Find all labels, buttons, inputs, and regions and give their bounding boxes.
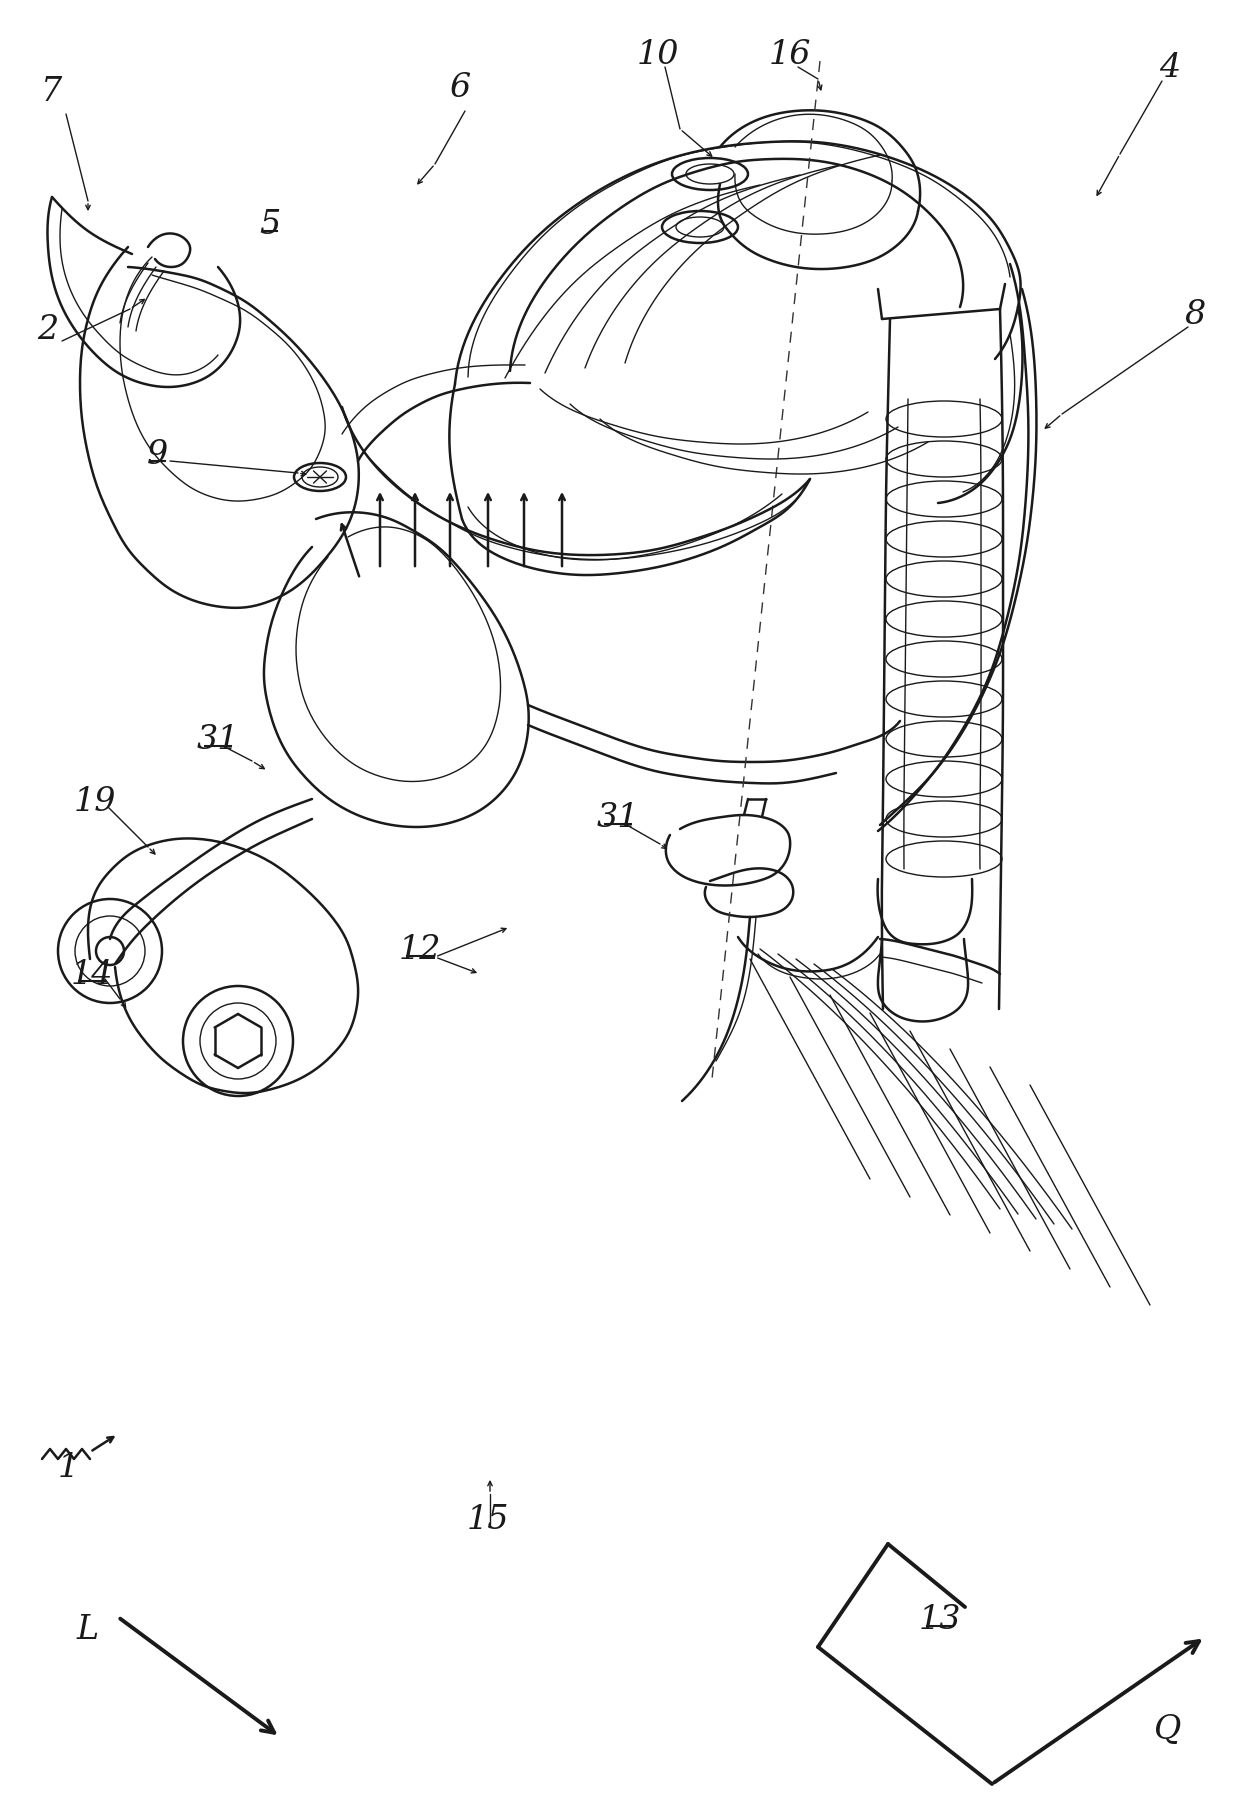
Text: 14: 14 — [71, 958, 113, 991]
Text: 19: 19 — [73, 785, 117, 818]
Text: 8: 8 — [1184, 300, 1205, 330]
Text: 2: 2 — [37, 314, 58, 347]
Text: L: L — [77, 1614, 99, 1644]
Text: 4: 4 — [1159, 52, 1180, 85]
Text: 5: 5 — [259, 209, 280, 240]
Text: 31: 31 — [197, 724, 239, 756]
Text: 15: 15 — [466, 1504, 510, 1534]
Text: 16: 16 — [769, 40, 811, 70]
Text: 1: 1 — [57, 1451, 78, 1484]
Text: Q: Q — [1154, 1713, 1182, 1745]
Text: 12: 12 — [399, 933, 441, 966]
Text: 6: 6 — [449, 72, 471, 105]
Text: 7: 7 — [41, 76, 63, 108]
Text: 9: 9 — [148, 439, 169, 471]
Text: 10: 10 — [637, 40, 680, 70]
Text: 13: 13 — [919, 1603, 961, 1635]
Text: 31: 31 — [596, 801, 640, 834]
